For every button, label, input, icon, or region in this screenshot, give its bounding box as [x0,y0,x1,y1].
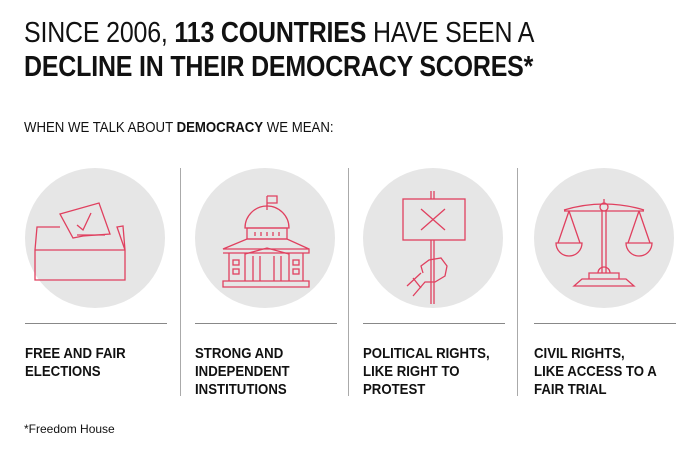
rule [534,323,676,324]
headline-bold: 113 COUNTRIES [174,17,367,49]
rule [195,323,337,324]
headline-text: HAVE SEEN A [366,17,535,49]
item-label: CIVIL RIGHTS, LIKE ACCESS TO A FAIR TRIA… [534,345,657,398]
scales-of-justice-icon [534,168,674,308]
rule [363,323,505,324]
headline-bold: DECLINE IN THEIR DEMOCRACY SCORES* [24,51,534,83]
divider [180,168,181,396]
divider [348,168,349,396]
item-label: FREE AND FAIR ELECTIONS [25,345,126,380]
footnote: *Freedom House [24,422,115,436]
item-political-rights: POLITICAL RIGHTS, LIKE RIGHT TO PROTEST [363,168,531,400]
item-civil-rights: CIVIL RIGHTS, LIKE ACCESS TO A FAIR TRIA… [534,168,700,400]
ballot-box-icon [25,168,165,308]
protest-sign-icon [363,168,503,308]
item-label: STRONG AND INDEPENDENT INSTITUTIONS [195,345,290,398]
divider [517,168,518,396]
headline-text: SINCE 2006, [24,17,175,49]
subheading-text: WHEN WE TALK ABOUT [24,119,177,136]
government-building-icon [195,168,335,308]
subheading: WHEN WE TALK ABOUT DEMOCRACY WE MEAN: [24,119,334,136]
item-elections: FREE AND FAIR ELECTIONS [25,168,193,400]
subheading-text: WE MEAN: [263,119,334,136]
rule [25,323,167,324]
item-institutions: STRONG AND INDEPENDENT INSTITUTIONS [195,168,363,400]
headline: SINCE 2006, 113 COUNTRIES HAVE SEEN A DE… [24,16,534,84]
item-label: POLITICAL RIGHTS, LIKE RIGHT TO PROTEST [363,345,490,398]
subheading-bold: DEMOCRACY [176,119,264,136]
